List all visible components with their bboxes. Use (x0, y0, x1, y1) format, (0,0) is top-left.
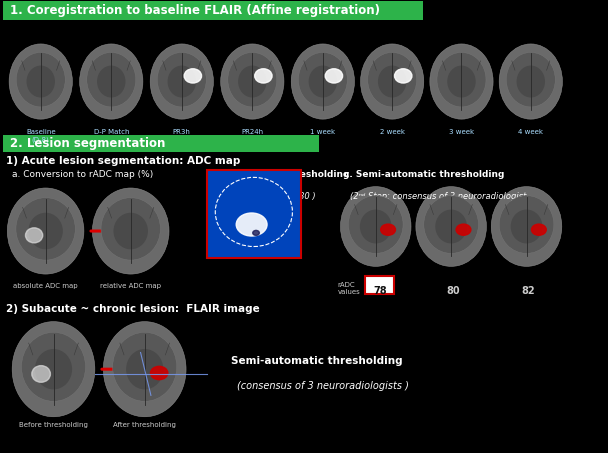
Text: 82: 82 (521, 286, 534, 296)
Ellipse shape (236, 213, 267, 236)
Text: 1) Acute lesion segmentation: ADC map: 1) Acute lesion segmentation: ADC map (6, 156, 240, 166)
Ellipse shape (309, 66, 337, 97)
Ellipse shape (447, 66, 475, 97)
Text: 2 week: 2 week (379, 129, 405, 135)
Text: 80: 80 (446, 286, 460, 296)
Ellipse shape (491, 187, 562, 266)
Ellipse shape (361, 44, 424, 119)
Text: 78: 78 (373, 286, 387, 296)
Ellipse shape (325, 69, 343, 83)
Text: 4 week: 4 week (518, 129, 544, 135)
Text: 3 week: 3 week (449, 129, 474, 135)
Ellipse shape (101, 198, 161, 260)
Ellipse shape (378, 66, 406, 97)
Ellipse shape (12, 322, 95, 417)
Ellipse shape (97, 66, 125, 97)
Ellipse shape (221, 44, 284, 119)
Text: (1ˢᵗ step : rADC ≤ 80 ): (1ˢᵗ step : rADC ≤ 80 ) (222, 192, 316, 201)
Text: (2ⁿᵈ Step: consensus of 3 neuroradiologist: (2ⁿᵈ Step: consensus of 3 neuroradiologi… (350, 192, 526, 201)
Ellipse shape (26, 228, 43, 243)
Ellipse shape (531, 224, 546, 235)
Ellipse shape (360, 210, 392, 243)
Text: 1. Coregistration to baseline FLAIR (Affine registration): 1. Coregistration to baseline FLAIR (Aff… (10, 5, 381, 17)
Text: PR24h: PR24h (241, 129, 263, 135)
Ellipse shape (255, 69, 272, 83)
Ellipse shape (21, 333, 86, 401)
Ellipse shape (348, 196, 403, 253)
Ellipse shape (291, 44, 354, 119)
Text: After thresholding: After thresholding (113, 422, 176, 428)
Ellipse shape (506, 53, 555, 107)
Ellipse shape (499, 44, 562, 119)
Ellipse shape (9, 44, 72, 119)
Text: c. Semi-automatic thresholding: c. Semi-automatic thresholding (344, 170, 504, 179)
Ellipse shape (228, 53, 277, 107)
Ellipse shape (435, 210, 467, 243)
Ellipse shape (395, 69, 412, 83)
Ellipse shape (184, 69, 201, 83)
Ellipse shape (92, 188, 169, 274)
Ellipse shape (80, 44, 143, 119)
Ellipse shape (16, 198, 75, 260)
Text: PR3h: PR3h (173, 129, 191, 135)
Ellipse shape (29, 213, 63, 249)
Ellipse shape (368, 53, 416, 107)
Ellipse shape (430, 44, 493, 119)
Ellipse shape (157, 53, 206, 107)
Text: (consensus of 3 neuroradiologists ): (consensus of 3 neuroradiologists ) (237, 381, 409, 390)
Text: a. Conversion to rADC map (%): a. Conversion to rADC map (%) (12, 170, 153, 179)
Text: Baseline
(D-8): Baseline (D-8) (26, 129, 55, 143)
Ellipse shape (517, 66, 545, 97)
Ellipse shape (253, 231, 260, 236)
Bar (3, 1, 423, 20)
Text: D-P Match: D-P Match (94, 129, 129, 135)
Ellipse shape (126, 349, 164, 390)
Ellipse shape (87, 53, 136, 107)
Text: 2) Subacute ~ chronic lesion:  FLAIR image: 2) Subacute ~ chronic lesion: FLAIR imag… (6, 304, 260, 313)
Ellipse shape (437, 53, 486, 107)
Bar (207, 170, 301, 258)
Text: relative ADC map: relative ADC map (100, 283, 161, 289)
Ellipse shape (499, 196, 554, 253)
Ellipse shape (424, 196, 478, 253)
Ellipse shape (511, 210, 542, 243)
Text: rADC
values: rADC values (337, 282, 360, 295)
Text: 1 week: 1 week (310, 129, 336, 135)
Ellipse shape (456, 224, 471, 235)
Ellipse shape (416, 187, 486, 266)
Text: 2. Lesion segmentation: 2. Lesion segmentation (10, 137, 166, 149)
Ellipse shape (32, 366, 50, 382)
Ellipse shape (16, 53, 65, 107)
Ellipse shape (7, 188, 84, 274)
Ellipse shape (112, 333, 177, 401)
Text: b. Automatic thresholding: b. Automatic thresholding (216, 170, 349, 179)
Ellipse shape (238, 66, 266, 97)
Text: absolute ADC map: absolute ADC map (13, 283, 78, 289)
Ellipse shape (381, 224, 395, 235)
Ellipse shape (114, 213, 148, 249)
Ellipse shape (150, 44, 213, 119)
Ellipse shape (340, 187, 411, 266)
Bar (3, 135, 319, 152)
Ellipse shape (151, 366, 168, 380)
Text: Semi-automatic thresholding: Semi-automatic thresholding (231, 356, 402, 366)
Ellipse shape (103, 322, 186, 417)
Text: Before thresholding: Before thresholding (19, 422, 88, 428)
Ellipse shape (27, 66, 55, 97)
Ellipse shape (299, 53, 347, 107)
Bar (365, 276, 394, 294)
Ellipse shape (168, 66, 196, 97)
Ellipse shape (35, 349, 72, 390)
